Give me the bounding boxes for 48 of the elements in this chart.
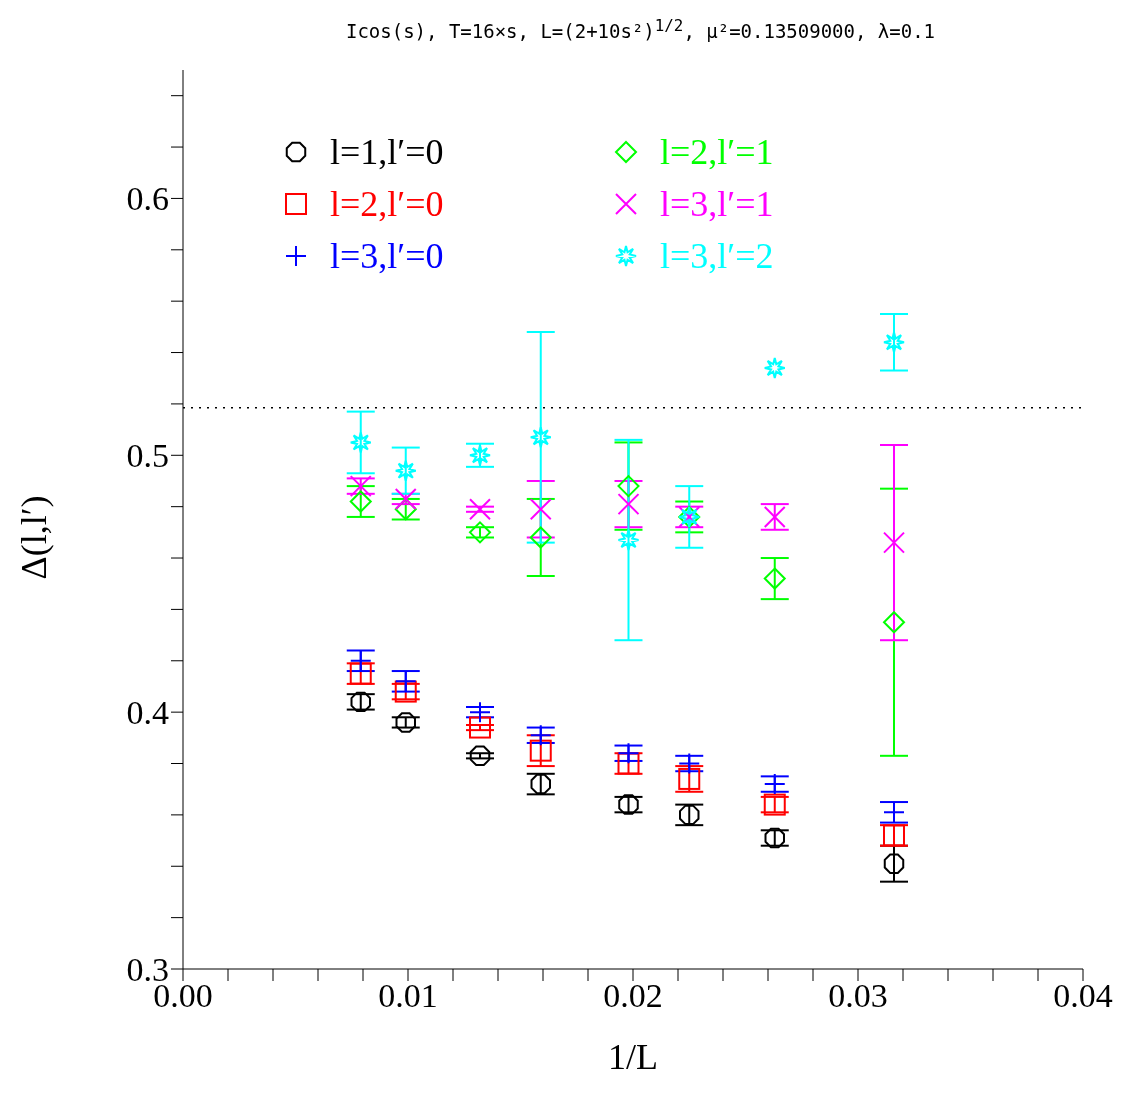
point xyxy=(529,426,552,449)
point xyxy=(617,475,640,498)
point xyxy=(763,356,786,379)
y-axis-title: Δ(l,l′) xyxy=(13,495,54,580)
chart-title: Icos(s), T=16×s, L=(2+10s²)$^{1/2}$, μ²=0.13509000, λ=0.1 xyxy=(344,16,937,43)
point xyxy=(883,611,905,634)
point xyxy=(469,701,491,724)
point xyxy=(395,712,416,733)
y-tick-label: 0.4 xyxy=(126,694,169,732)
legend-label: l=2,l′=1 xyxy=(660,131,774,173)
x-tick-label: 0.01 xyxy=(378,977,438,1015)
legend-label: l=3,l′=2 xyxy=(660,235,774,277)
point xyxy=(763,567,786,590)
x-axis-title: 1/L xyxy=(608,1037,658,1077)
point xyxy=(394,487,417,510)
point xyxy=(529,526,552,549)
point xyxy=(883,331,905,354)
point xyxy=(350,691,371,713)
point xyxy=(679,804,700,826)
point xyxy=(763,793,786,816)
legend-label: l=3,l′=0 xyxy=(330,235,444,277)
point xyxy=(469,498,491,521)
point xyxy=(530,773,551,795)
point xyxy=(678,752,701,775)
y-tick-label: 0.6 xyxy=(126,180,169,218)
x-tick-label: 0.03 xyxy=(828,977,888,1015)
x-tick-label: 0.04 xyxy=(1053,977,1113,1015)
point xyxy=(469,716,491,739)
point xyxy=(469,745,491,767)
y-tick-label: 0.5 xyxy=(126,437,169,475)
point xyxy=(469,521,491,544)
point xyxy=(764,827,785,849)
point xyxy=(883,531,905,554)
point xyxy=(394,680,417,703)
point xyxy=(529,498,552,521)
legend-label: l=2,l′=0 xyxy=(330,183,444,225)
legend-label: l=1,l′=0 xyxy=(330,131,444,173)
point xyxy=(349,431,372,454)
point xyxy=(529,739,552,762)
point xyxy=(617,742,640,765)
point xyxy=(763,773,786,796)
legend-label: l=3,l′=1 xyxy=(660,183,774,225)
point xyxy=(617,493,640,516)
point xyxy=(617,529,640,552)
point xyxy=(394,459,417,482)
x-tick-label: 0.02 xyxy=(603,977,663,1015)
point xyxy=(883,853,905,874)
point xyxy=(618,794,639,815)
